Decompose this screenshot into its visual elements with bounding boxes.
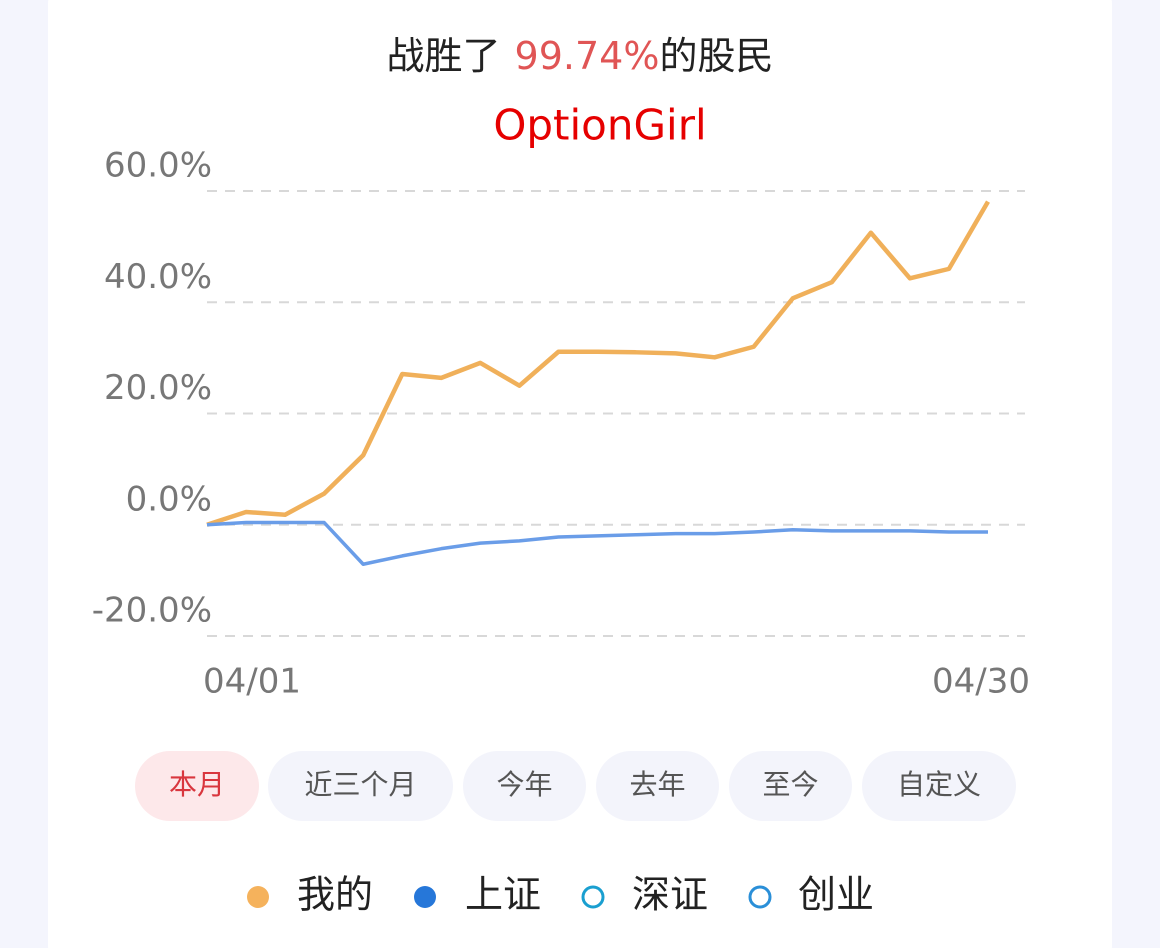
legend-label[interactable]: 深证 — [632, 873, 708, 917]
series-line — [206, 200, 990, 527]
y-tick-label: 60.0% — [104, 146, 212, 186]
legend-label[interactable]: 创业 — [798, 873, 874, 917]
x-tick-label: 04/01 — [203, 662, 301, 702]
y-tick-label: 20.0% — [104, 368, 212, 408]
legend-marker[interactable] — [581, 885, 605, 909]
tab-button[interactable] — [135, 751, 259, 821]
x-tick-label: 04/30 — [932, 662, 1030, 702]
legend-marker[interactable] — [748, 885, 772, 909]
y-tick-label: 40.0% — [104, 257, 212, 297]
tab-label[interactable]: 去年 — [629, 768, 685, 801]
title: 战胜了 99.74%的股民 — [387, 34, 774, 78]
tab-button[interactable] — [268, 751, 453, 821]
y-tick-label: -20.0% — [92, 591, 212, 631]
tab-button[interactable] — [596, 751, 719, 821]
tab-label[interactable]: 今年 — [496, 768, 552, 801]
tab-label[interactable]: 近三个月 — [304, 768, 416, 801]
title-prefix: 战胜了 — [387, 34, 501, 78]
legend-label[interactable]: 上证 — [465, 873, 541, 917]
tab-label[interactable]: 本月 — [169, 768, 225, 801]
title-suffix: 的股民 — [659, 34, 773, 78]
legend-marker[interactable] — [414, 886, 436, 908]
series-line — [206, 520, 988, 566]
tab-button[interactable] — [729, 751, 852, 821]
card — [48, 0, 1112, 948]
tab-button[interactable] — [463, 751, 586, 821]
tab-label[interactable]: 至今 — [762, 768, 818, 801]
legend-label[interactable]: 我的 — [297, 873, 373, 917]
y-tick-label: 0.0% — [126, 479, 212, 519]
title-highlight: 99.74% — [515, 34, 660, 78]
tab-label[interactable]: 自定义 — [897, 768, 981, 801]
legend-marker[interactable] — [247, 886, 269, 908]
tab-button[interactable] — [862, 751, 1016, 821]
subtitle: OptionGirl — [493, 101, 706, 150]
